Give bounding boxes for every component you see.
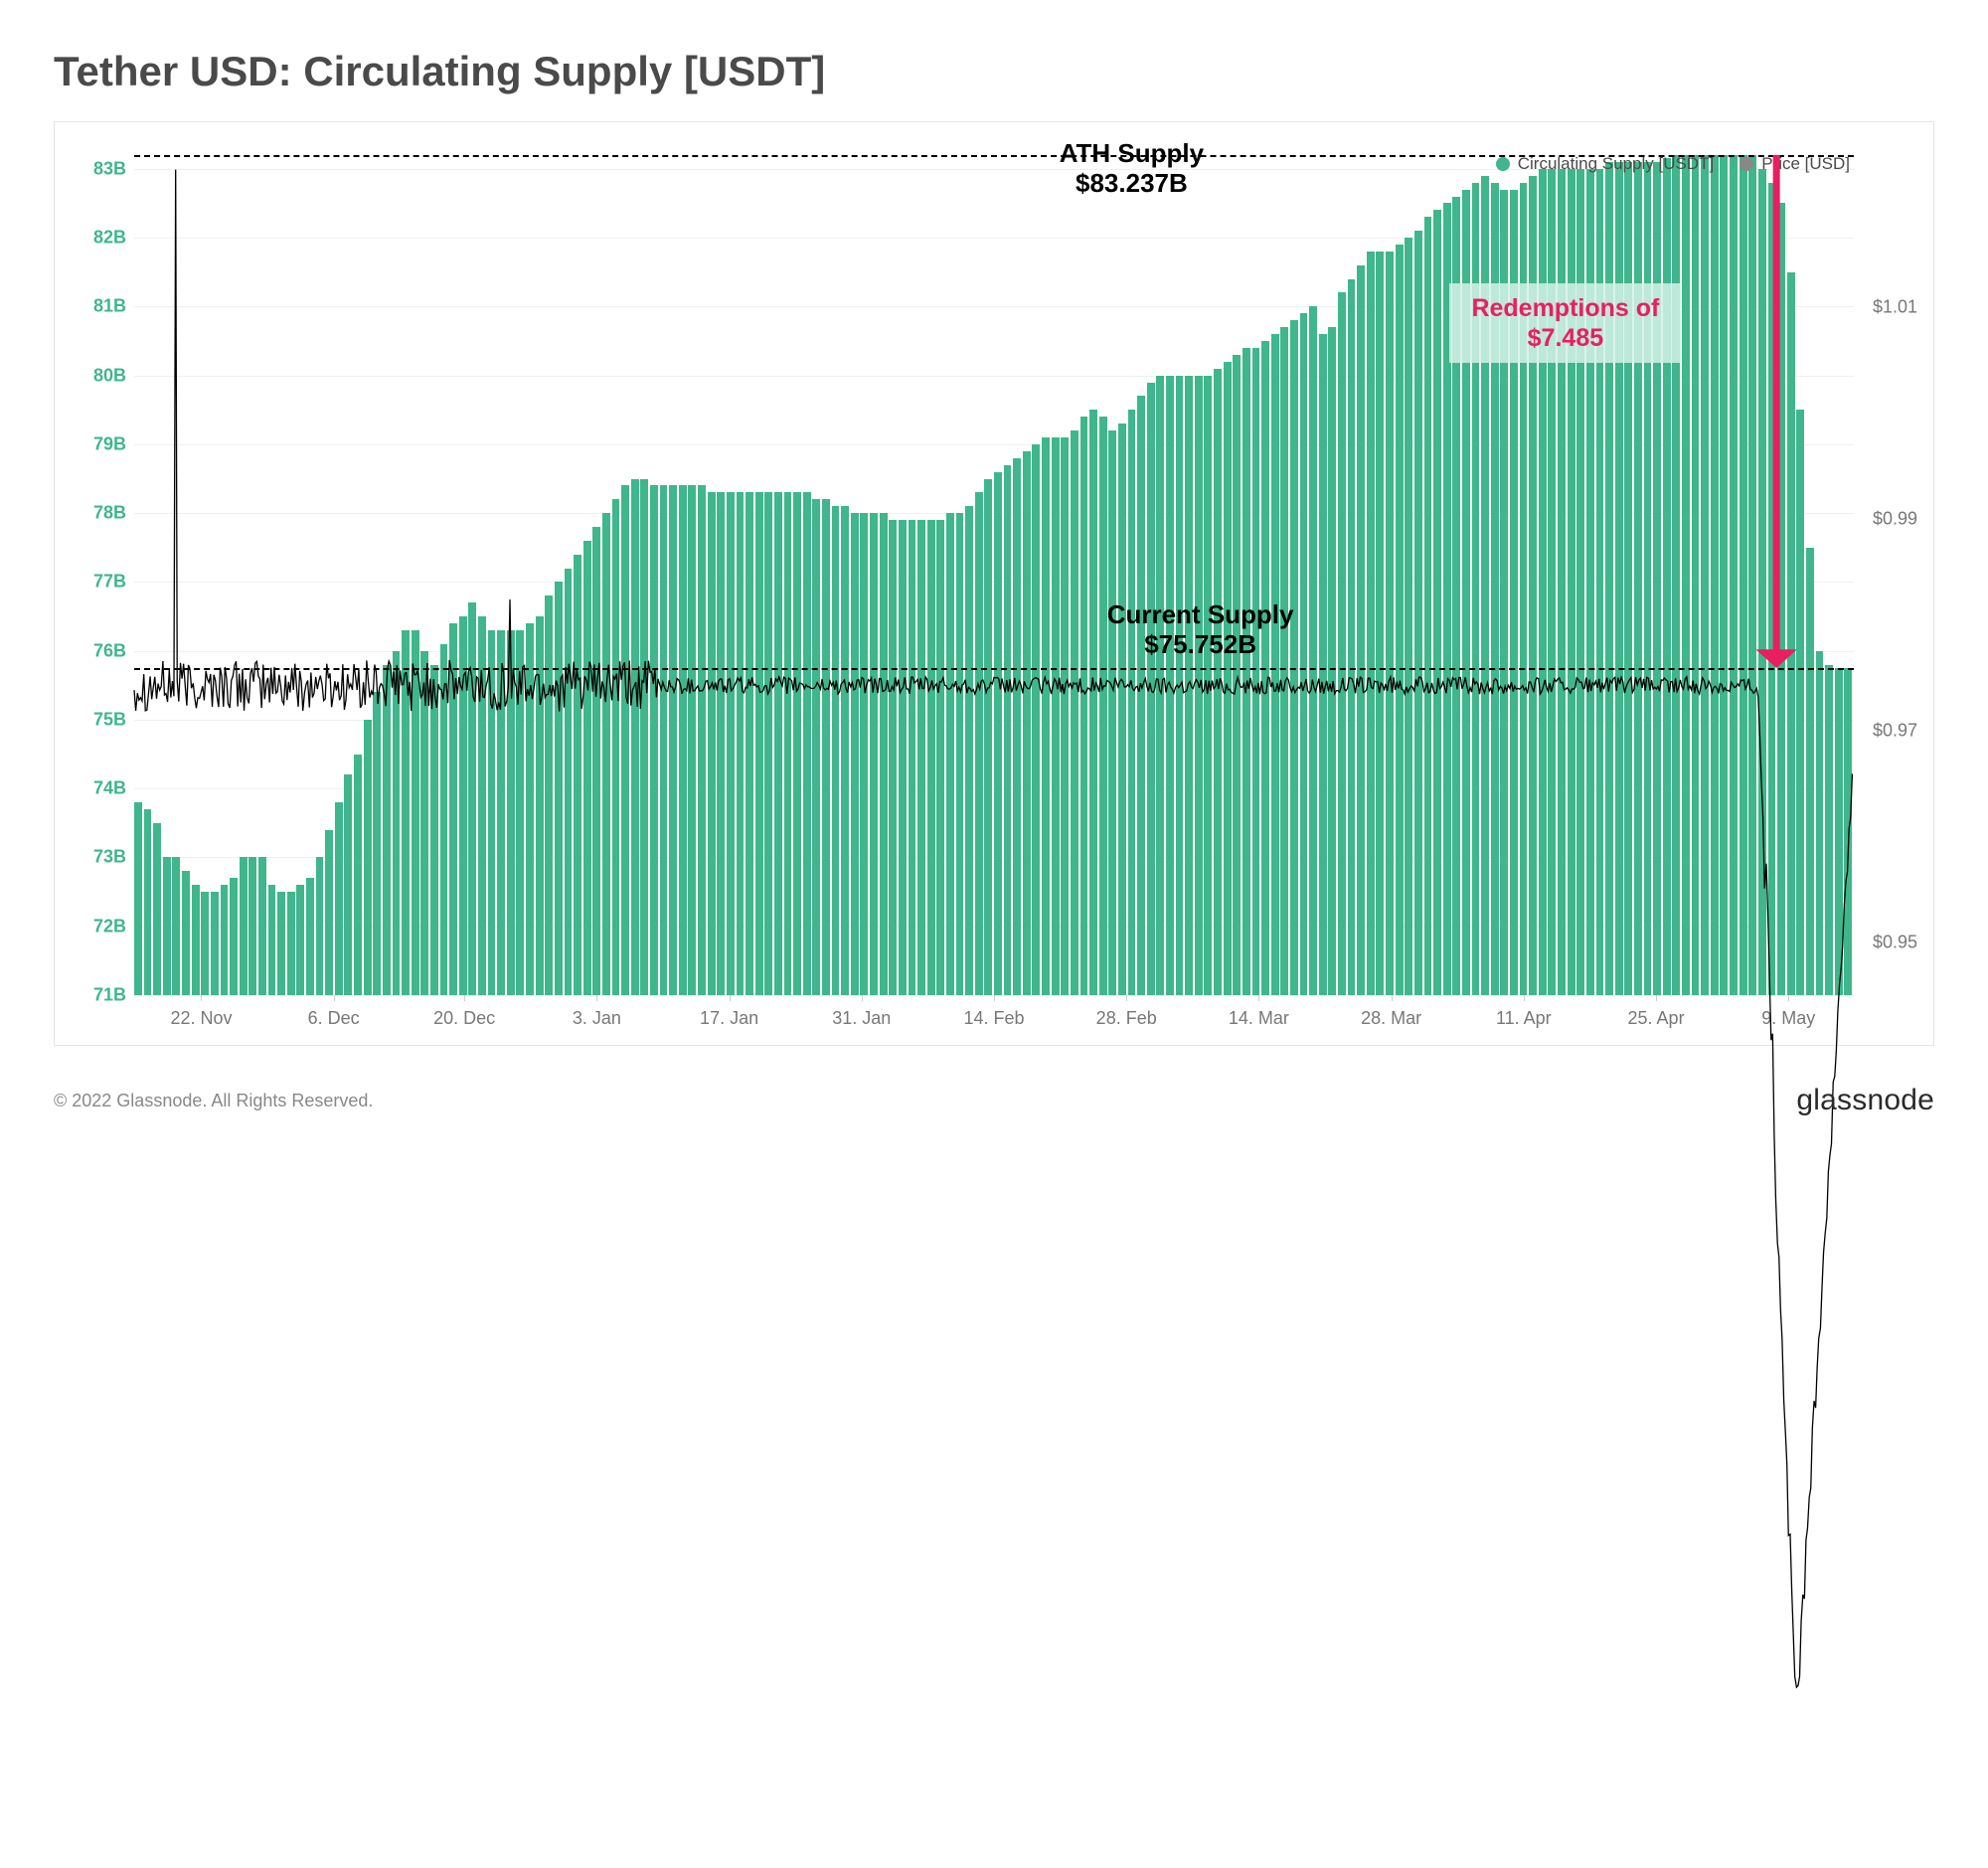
copyright-text: © 2022 Glassnode. All Rights Reserved. bbox=[54, 1091, 373, 1111]
y-left-tick-label: 76B bbox=[73, 640, 126, 661]
redemption-arrow bbox=[134, 148, 1854, 995]
y-left-tick-label: 82B bbox=[73, 228, 126, 249]
y-left-tick-label: 75B bbox=[73, 709, 126, 730]
y-right-tick-label: $1.01 bbox=[1873, 296, 1917, 317]
y-left-tick-label: 81B bbox=[73, 296, 126, 317]
y-left-tick-label: 74B bbox=[73, 778, 126, 799]
y-left-tick-label: 80B bbox=[73, 365, 126, 386]
chart-title: Tether USD: Circulating Supply [USDT] bbox=[54, 48, 1934, 95]
plot-area: 71B72B73B74B75B76B77B78B79B80B81B82B83B$… bbox=[134, 148, 1854, 995]
y-right-tick-label: $0.97 bbox=[1873, 720, 1917, 741]
brand-logo: glassnode bbox=[1796, 1084, 1934, 1117]
y-right-tick-label: $0.95 bbox=[1873, 932, 1917, 952]
y-left-tick-label: 78B bbox=[73, 503, 126, 524]
y-left-tick-label: 71B bbox=[73, 985, 126, 1006]
y-left-tick-label: 72B bbox=[73, 916, 126, 936]
chart-frame: 71B 72B 73B 74B 75B 76B 77B 78B 79B 80B 81B 82B 83B $… bbox=[54, 121, 1934, 1046]
y-left-tick-label: 83B bbox=[73, 158, 126, 179]
y-left-tick-label: 77B bbox=[73, 572, 126, 593]
y-left-tick-label: 73B bbox=[73, 847, 126, 868]
y-left-tick-label: 79B bbox=[73, 433, 126, 454]
y-right-tick-label: $0.99 bbox=[1873, 508, 1917, 529]
